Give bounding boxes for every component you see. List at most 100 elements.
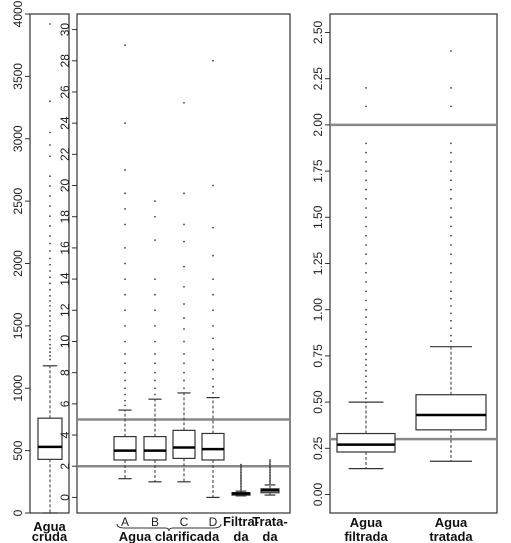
outlier-point-clarified: [154, 387, 156, 390]
outlier-point-clarified: [269, 465, 271, 468]
outlier-point-clarified: [212, 309, 214, 312]
outlier-point-clarified: [183, 387, 185, 390]
outlier-point-raw: [49, 329, 51, 332]
x-category-label-clarified: C: [180, 515, 189, 529]
x-category-sublabel-clarified: da: [262, 529, 278, 543]
x-category-label-clarified: D: [209, 515, 218, 529]
outlier-point-treated: [450, 271, 452, 274]
outlier-point-clarified: [183, 362, 185, 365]
outlier-point-treated: [365, 380, 367, 383]
x-category-label-treated: Agua: [350, 515, 383, 530]
y-tick-label-clarified: 16: [58, 241, 72, 255]
outlier-point-clarified: [154, 393, 156, 396]
outlier-point-clarified: [124, 324, 126, 327]
outlier-point-clarified: [212, 324, 214, 327]
outlier-point-clarified: [269, 460, 271, 463]
y-tick-label-treated: 2.25: [311, 67, 325, 91]
outlier-point-clarified: [183, 340, 185, 343]
y-tick-label-clarified: 10: [58, 334, 72, 348]
outlier-point-clarified: [240, 482, 242, 485]
outlier-point-clarified: [269, 479, 271, 482]
outlier-point-clarified: [212, 377, 214, 380]
outlier-point-clarified: [154, 371, 156, 374]
outlier-point-clarified: [269, 469, 271, 472]
outlier-point-treated: [450, 244, 452, 246]
x-category-label-clarified: Trata-: [252, 514, 287, 529]
outlier-point-clarified: [269, 476, 271, 479]
outlier-point-clarified: [154, 324, 156, 327]
outlier-point-treated: [365, 244, 367, 246]
outlier-point-treated: [450, 170, 452, 172]
outlier-point-clarified: [154, 215, 156, 218]
outlier-point-clarified: [240, 471, 242, 474]
outlier-point-raw: [49, 195, 51, 198]
outlier-point-clarified: [183, 192, 185, 195]
y-tick-label-raw: 1000: [11, 375, 25, 402]
outlier-point-clarified: [154, 293, 156, 296]
outlier-point-clarified: [124, 169, 126, 171]
outlier-point-clarified: [124, 278, 126, 280]
outlier-point-raw: [49, 300, 51, 302]
group-label-clarified: Agua clarificada: [119, 529, 220, 543]
outlier-point-raw: [49, 131, 51, 134]
outlier-point-clarified: [183, 328, 185, 330]
y-tick-label-raw: 500: [11, 440, 25, 460]
x-category-label-clarified: B: [151, 515, 159, 529]
outlier-point-treated: [365, 188, 367, 191]
y-tick-label-treated: 1.50: [311, 205, 325, 229]
outlier-point-raw: [49, 242, 51, 245]
x-axis-label-raw: cruda: [32, 529, 68, 543]
outlier-point-clarified: [212, 392, 214, 394]
outlier-point-clarified: [124, 247, 126, 249]
outlier-point-clarified: [269, 463, 271, 466]
outlier-point-clarified: [240, 465, 242, 468]
outlier-point-raw: [49, 354, 51, 357]
outlier-point-clarified: [212, 337, 214, 340]
outlier-point-clarified: [183, 303, 185, 305]
outlier-point-treated: [450, 262, 452, 265]
outlier-point-treated: [365, 299, 367, 302]
outlier-point-clarified: [124, 44, 126, 47]
outlier-point-treated: [450, 234, 452, 237]
outlier-point-treated: [450, 216, 452, 219]
y-tick-label-treated: 0.00: [311, 483, 325, 507]
outlier-point-raw: [49, 305, 51, 307]
outlier-point-clarified: [240, 480, 242, 483]
outlier-point-clarified: [240, 477, 242, 480]
y-tick-label-treated: 1.00: [311, 298, 325, 322]
outlier-point-clarified: [183, 353, 185, 355]
outlier-point-clarified: [183, 379, 185, 382]
outlier-point-clarified: [124, 122, 126, 125]
outlier-point-treated: [450, 197, 452, 200]
outlier-point-clarified: [124, 404, 126, 407]
outlier-point-treated: [365, 353, 367, 355]
outlier-point-clarified: [240, 488, 242, 491]
box-iqr-clarified: [113, 435, 137, 461]
outlier-point-treated: [450, 290, 452, 293]
y-tick-label-clarified: 4: [58, 431, 72, 438]
outlier-point-treated: [365, 179, 367, 182]
x-category-sublabel-clarified: da: [233, 529, 249, 543]
outlier-point-clarified: [240, 473, 242, 475]
outlier-point-clarified: [154, 239, 156, 242]
outlier-point-treated: [365, 316, 367, 318]
box-iqr-treated: [415, 394, 487, 431]
box-iqr-raw: [37, 417, 63, 460]
outlier-point-treated: [450, 50, 452, 52]
outlier-point-raw: [49, 185, 51, 188]
outlier-point-treated: [365, 234, 367, 237]
outlier-point-clarified: [240, 479, 242, 482]
outlier-point-raw: [49, 263, 51, 266]
outlier-point-clarified: [212, 226, 214, 229]
outlier-point-clarified: [269, 473, 271, 475]
outlier-point-clarified: [269, 477, 271, 480]
outlier-point-clarified: [269, 468, 271, 471]
outlier-point-clarified: [269, 480, 271, 483]
outlier-point-clarified: [269, 474, 271, 477]
outlier-point-raw: [49, 282, 51, 285]
outlier-point-clarified: [212, 293, 214, 296]
outlier-point-raw: [49, 225, 51, 227]
box-iqr-clarified: [143, 435, 167, 461]
outlier-point-treated: [450, 225, 452, 228]
outlier-point-treated: [365, 323, 367, 326]
